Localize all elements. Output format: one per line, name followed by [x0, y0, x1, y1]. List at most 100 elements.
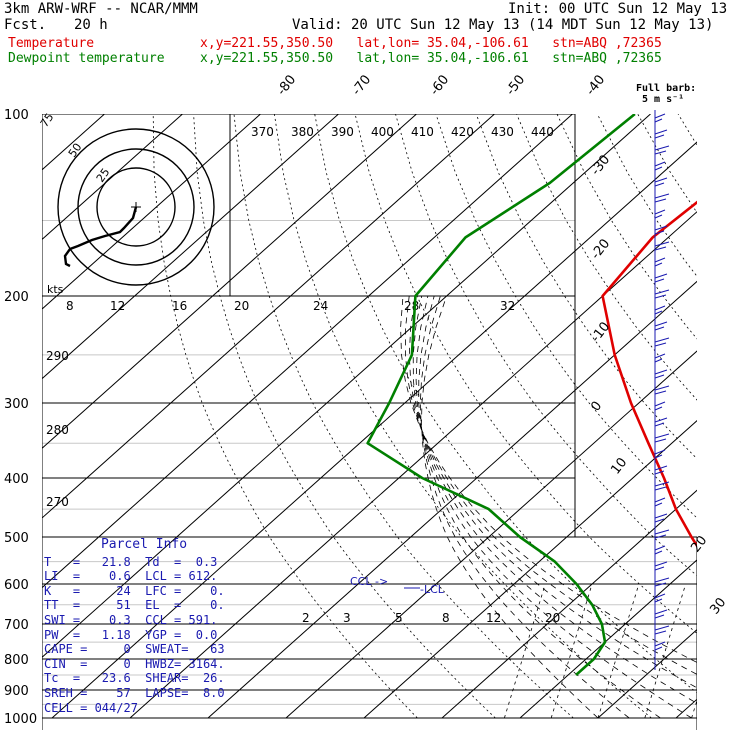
dry-adiabat-line: [193, 114, 496, 719]
wind-barb: [654, 401, 666, 411]
isotherm-line: [42, 114, 261, 310]
isotherm-label: 0: [588, 399, 605, 415]
wind-barbs: [654, 110, 670, 670]
wind-barb: [654, 593, 666, 603]
pressure-label: 100: [4, 108, 29, 123]
hodograph-wind-label: 24: [313, 299, 328, 313]
wind-barb: [654, 385, 670, 395]
hodograph-ring: [57, 128, 215, 286]
isotherm-line: [42, 114, 495, 519]
parcel-info-row: TT = 51 EL = 0.: [44, 598, 225, 613]
wind-barb: [654, 225, 668, 235]
wind-barb: [654, 209, 666, 219]
theta-side-label: 290: [46, 349, 69, 363]
parcel-info-row: CIN = 0 HWBZ= 3164.: [44, 656, 225, 671]
init-time: Init: 00 UTC Sun 12 May 13: [508, 1, 728, 17]
chart-grid: [42, 114, 740, 730]
wind-barb: [654, 609, 668, 619]
parcel-info-row: LI = 0.6 LCL = 612.: [44, 569, 218, 584]
temperature-line: [601, 200, 697, 549]
dry-adiabat-line: [596, 114, 697, 277]
pressure-label: 700: [4, 618, 29, 633]
parcel-info-row: CAPE = 0 SWEAT= 63: [44, 642, 225, 657]
theta-side-label: 270: [46, 495, 69, 509]
mixing-ratio-line: [550, 583, 593, 719]
dry-adiabat-line: [354, 114, 697, 634]
isotherm-line: [363, 420, 697, 719]
theta-label: 390: [331, 125, 354, 139]
wind-barb: [654, 433, 670, 443]
theta-label: 440: [531, 125, 554, 139]
isotherm-line: [441, 489, 697, 719]
isotherm-label: -70: [349, 72, 374, 98]
isotherm-label: -80: [274, 72, 299, 98]
parcel-info-panel: Parcel Info T = 21.8 Td = 0.3 LI = 0.6 LC…: [44, 537, 244, 728]
moist-adiabat-line: [415, 295, 692, 719]
dry-adiabat-line: [637, 114, 697, 214]
theta-label: 430: [491, 125, 514, 139]
hodograph-wind-label: 12: [110, 299, 125, 313]
parcel-info-row: CELL = 044/27: [44, 700, 138, 715]
wind-barb: [654, 641, 666, 651]
dry-adiabat-line: [475, 114, 697, 460]
pressure-label: 200: [4, 290, 29, 305]
pressure-label: 400: [4, 472, 29, 487]
location-info-dew: x,y=221.55,350.50 lat,lon= 35.04,-106.61…: [200, 51, 662, 66]
mixing-ratio-label: 12: [486, 611, 501, 625]
dry-adiabat-line: [435, 114, 697, 519]
barb-key-title: Full barb:: [636, 83, 697, 94]
wind-barb: [654, 113, 666, 123]
wind-barb: [654, 257, 666, 267]
wind-barb: [654, 177, 668, 187]
hodograph-wind-label: 28: [404, 299, 419, 313]
mixing-ratio-line: [644, 583, 687, 719]
theta-side-label: 280: [46, 423, 69, 437]
theta-label: 380: [291, 125, 314, 139]
wind-barb: [654, 481, 670, 491]
isotherm-line: [129, 211, 697, 719]
wind-barb: [654, 353, 666, 363]
hodograph-ring-label: 75: [38, 111, 57, 130]
theta-label: 420: [451, 125, 474, 139]
mixing-ratio-label: 8: [442, 611, 450, 625]
isotherm-line: [42, 114, 651, 658]
forecast-label: Fcst.: [4, 17, 47, 33]
wind-barb: [654, 545, 666, 555]
hodograph-kts-label: kts: [47, 283, 64, 296]
mixing-ratio-label: 3: [343, 611, 351, 625]
valid-time: Valid: 20 UTC Sun 12 May 13 (14 MDT Sun …: [292, 17, 714, 33]
wind-barb: [654, 129, 668, 139]
wind-barb: [654, 465, 668, 475]
hodograph-wind-label: 16: [172, 299, 187, 313]
isotherm-label: 10: [608, 455, 630, 477]
dry-adiabat-line: [719, 114, 740, 718]
isotherm-label: -30: [588, 152, 613, 178]
hodograph-ring: [77, 148, 195, 266]
isotherm-line: [42, 114, 573, 589]
wind-barb: [654, 321, 668, 331]
moist-adiabat-line: [404, 295, 697, 675]
forecast-hours: 20 h: [74, 17, 108, 33]
dry-adiabat-line: [274, 114, 652, 719]
mixing-ratio-line: [597, 583, 640, 719]
isotherm-label: 30: [707, 595, 729, 617]
pressure-label: 1000: [4, 712, 37, 727]
dry-adiabat-line: [516, 114, 697, 401]
dry-adiabat-line: [314, 114, 697, 694]
mixing-ratio-label: 20: [545, 611, 560, 625]
moist-adiabat-line: [400, 295, 697, 663]
parcel-info-row: T = 21.8 Td = 0.3: [44, 554, 218, 569]
isotherm-line: [597, 628, 697, 719]
mixing-ratio-label: 5: [395, 611, 403, 625]
isotherm-line: [42, 114, 417, 450]
theta-label: 370: [251, 125, 274, 139]
model-title: 3km ARW-WRF -- NCAR/MMM: [4, 1, 198, 17]
hodograph-trace: [63, 206, 138, 268]
dry-adiabat-line: [556, 114, 697, 340]
lcl-marker: -LCL: [420, 583, 445, 596]
pressure-label: 600: [4, 578, 29, 593]
wind-barb: [654, 417, 668, 427]
dry-adiabat-line: [233, 114, 574, 719]
wind-barb: [654, 513, 668, 523]
